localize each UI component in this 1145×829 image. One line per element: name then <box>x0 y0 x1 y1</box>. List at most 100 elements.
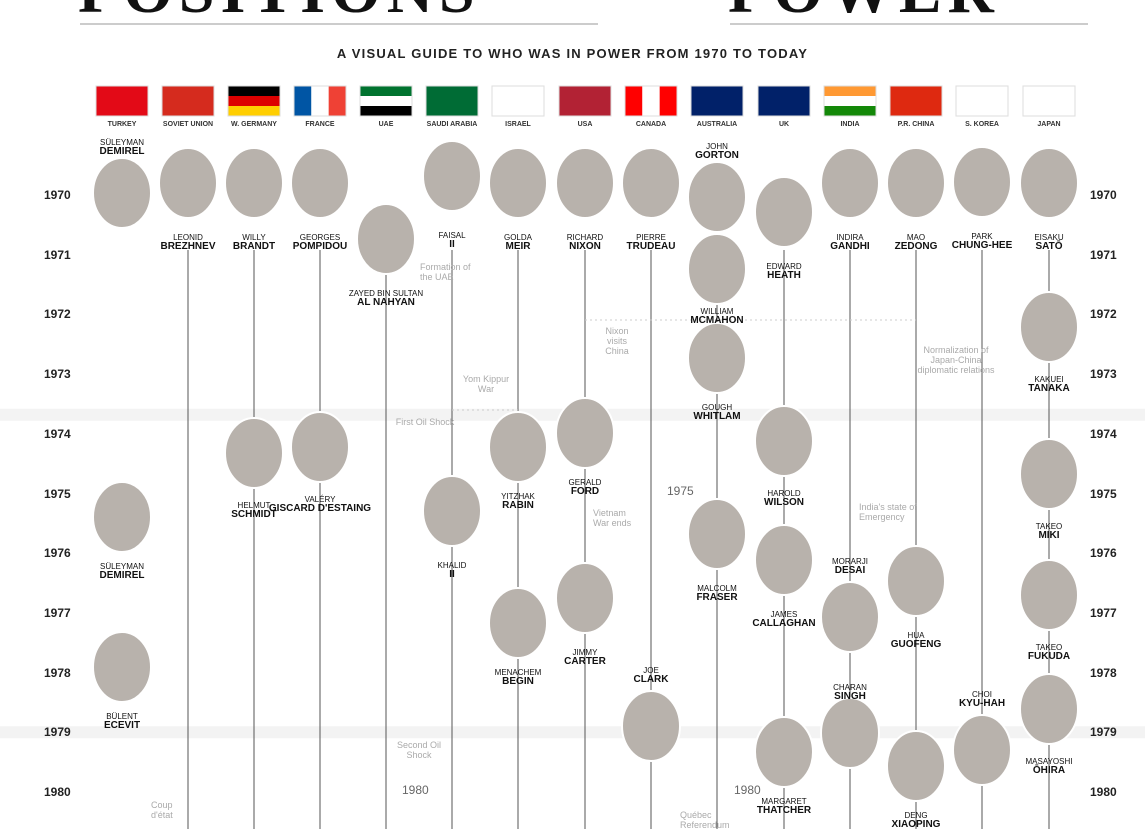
leader-name: GOUGH WHITLAM <box>662 403 772 422</box>
flag <box>642 86 660 116</box>
leader-last-name: POMPIDOU <box>292 241 348 252</box>
leader-first-name: INDIRA <box>836 233 864 242</box>
leader-name: MALCOLM FRASER <box>662 584 772 603</box>
face <box>687 322 747 394</box>
flag <box>162 86 214 116</box>
leader-last-name: DEMIREL <box>99 146 145 157</box>
leader-last-name: FORD <box>570 486 600 497</box>
leader-first-name: GERALD <box>568 478 602 487</box>
flag <box>956 86 1008 116</box>
flag-border <box>690 85 744 117</box>
flag-border <box>889 85 943 117</box>
leader-last-name: BREZHNEV <box>160 241 216 252</box>
year-label: 1978 <box>44 665 71 680</box>
country-name: P.R. CHINA <box>897 121 935 128</box>
leader-name: SÜLEYMAN DEMIREL <box>67 562 177 581</box>
face <box>92 157 152 229</box>
leader-name: KHALID II <box>397 561 507 580</box>
flag-border <box>1022 85 1076 117</box>
leader-name: MAO ZEDONG <box>861 233 971 252</box>
leader-last-name: FRASER <box>696 592 738 603</box>
face <box>1019 291 1079 363</box>
flag-border <box>823 85 877 117</box>
year-label: 1975 <box>44 486 71 501</box>
face <box>356 203 416 275</box>
face <box>92 631 152 703</box>
event-note: India's state of Emergency <box>859 502 917 522</box>
year-label: 1970 <box>1090 188 1117 202</box>
face <box>158 147 218 219</box>
leader-first-name: PIERRE <box>636 233 666 242</box>
event-note: Normalization of Japan-China diplomatic … <box>917 345 995 375</box>
year-label: 1975 <box>1090 486 1117 501</box>
leader-last-name: MEIR <box>505 241 531 252</box>
year-label: 1971 <box>44 247 71 262</box>
flag <box>758 86 810 116</box>
leader-name: DENG XIAOPING <box>861 811 971 829</box>
leader-first-name: EISAKU <box>1034 233 1064 242</box>
year-label: 1979 <box>44 725 71 740</box>
leader-first-name: KAKUEI <box>1034 375 1064 384</box>
leader-last-name: ECEVIT <box>103 720 141 731</box>
leader-first-name: JOE <box>643 666 659 675</box>
leader-first-name: HELMUT <box>237 501 271 510</box>
face <box>820 581 880 653</box>
country-name: ISRAEL <box>505 121 531 128</box>
leader-name: TAKEO MIKI <box>994 522 1104 541</box>
leader-last-name: WHITLAM <box>693 411 741 422</box>
flag <box>824 106 876 116</box>
leader-last-name: RABIN <box>502 500 534 511</box>
year-label: 1980 <box>44 785 71 799</box>
flag <box>691 86 743 116</box>
flag-border <box>955 85 1009 117</box>
face <box>1019 438 1079 510</box>
leader-first-name: YITZHAK <box>501 492 535 501</box>
flag <box>492 86 544 116</box>
leader-first-name: RICHARD <box>566 233 604 242</box>
flag <box>824 96 876 106</box>
leader-first-name: PARK <box>971 232 993 241</box>
leader-name: FAISAL II <box>397 231 507 250</box>
leader-last-name: CHUNG-HEE <box>951 240 1013 251</box>
title-right: POWER <box>728 0 1000 28</box>
leader-name: JAMES CALLAGHAN <box>729 610 839 629</box>
year-label: 1977 <box>44 605 71 620</box>
country-name: S. KOREA <box>965 121 999 128</box>
year-label: 1976 <box>44 546 71 561</box>
country-name: SAUDI ARABIA <box>426 121 478 128</box>
flag-border <box>425 85 479 117</box>
face <box>754 405 814 477</box>
leader-name: RICHARD NIXON <box>530 233 640 252</box>
leader-name: MORARJI DESAI <box>795 557 905 576</box>
event-note: Vietnam War ends <box>593 508 632 528</box>
leader-last-name: KYU-HAH <box>958 698 1006 709</box>
event-note: 1980 <box>734 783 761 797</box>
flag-border <box>558 85 612 117</box>
leader-first-name: JAMES <box>770 610 798 619</box>
leader-first-name: GOLDA <box>503 233 532 242</box>
year-label: 1976 <box>1090 546 1117 561</box>
leader-first-name: FAISAL <box>438 231 466 240</box>
face <box>952 714 1012 786</box>
face <box>1019 673 1079 745</box>
face <box>952 146 1012 218</box>
country-name: SOVIET UNION <box>162 121 214 128</box>
leader-last-name: CARTER <box>564 656 606 667</box>
flag-border <box>624 85 678 117</box>
year-label: 1974 <box>1090 426 1117 441</box>
leader-name: CHARAN SINGH <box>795 683 905 702</box>
face <box>422 475 482 547</box>
year-label: 1979 <box>1090 725 1117 740</box>
event-note: First Oil Shock <box>395 417 455 427</box>
country-name: USA <box>577 121 593 128</box>
year-label: 1978 <box>1090 665 1117 680</box>
leader-first-name: GOUGH <box>701 403 733 412</box>
leader-last-name: FUKUDA <box>1027 651 1071 662</box>
leader-last-name: WILSON <box>764 497 804 508</box>
flag-border <box>227 85 281 117</box>
leader-first-name: WILLY <box>242 233 266 242</box>
event-note: 1980 <box>402 783 429 797</box>
flag <box>360 106 412 116</box>
leader-name: ZAYED BIN SULTAN AL NAHYAN <box>331 289 441 308</box>
